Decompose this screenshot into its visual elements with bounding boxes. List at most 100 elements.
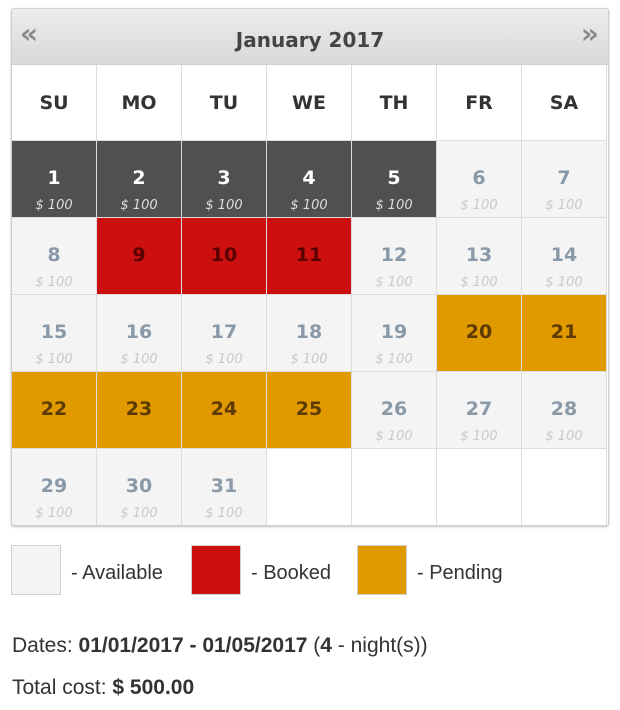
day-number: 11	[295, 244, 323, 266]
day-number: 19	[380, 321, 408, 343]
day-number: 29	[40, 475, 68, 497]
calendar-grid: SU MO TU WE TH FR SA 1 $ 100 2 $ 100 3 $ 100 4 $ 100 5 $…	[12, 65, 608, 525]
day-cell-10: 10	[182, 218, 267, 295]
weekday-header-we: WE	[267, 65, 352, 141]
day-cell-20: 20	[437, 295, 522, 372]
legend-label-available: - Available	[71, 562, 163, 584]
day-price: $ 100	[460, 198, 498, 213]
day-price: $ 100	[545, 429, 583, 444]
day-cell-30[interactable]: 30 $ 100	[97, 449, 182, 525]
day-cell-13[interactable]: 13 $ 100	[437, 218, 522, 295]
day-number: 27	[465, 398, 493, 420]
day-number: 15	[40, 321, 68, 343]
day-cell-6[interactable]: 6 $ 100	[437, 141, 522, 218]
day-cell-16[interactable]: 16 $ 100	[97, 295, 182, 372]
weekday-header-tu: TU	[182, 65, 267, 141]
day-number: 23	[125, 398, 153, 420]
day-price: $ 100	[35, 198, 73, 213]
day-cell-14[interactable]: 14 $ 100	[522, 218, 607, 295]
day-cell-21: 21	[522, 295, 607, 372]
day-cell-22: 22	[12, 372, 97, 449]
legend-label-booked: - Booked	[251, 562, 332, 584]
weekday-header-mo: MO	[97, 65, 182, 141]
day-number: 22	[40, 398, 68, 420]
day-number: 25	[295, 398, 323, 420]
next-month-icon[interactable]: »	[580, 17, 599, 50]
day-price: $ 100	[375, 352, 413, 367]
day-price: $ 100	[35, 506, 73, 521]
day-cell-8[interactable]: 8 $ 100	[12, 218, 97, 295]
day-cell-29[interactable]: 29 $ 100	[12, 449, 97, 525]
day-number: 7	[557, 167, 571, 189]
legend-swatch-booked	[191, 545, 241, 595]
day-number: 21	[550, 321, 578, 343]
day-cell-28[interactable]: 28 $ 100	[522, 372, 607, 449]
day-cell-3[interactable]: 3 $ 100	[182, 141, 267, 218]
day-price: $ 100	[545, 198, 583, 213]
empty-day-cell	[267, 449, 352, 525]
day-cell-15[interactable]: 15 $ 100	[12, 295, 97, 372]
cost-value: $ 500.00	[112, 676, 195, 699]
day-price: $ 100	[120, 198, 158, 213]
day-price: $ 100	[35, 352, 73, 367]
day-price: $ 100	[290, 352, 328, 367]
day-price: $ 100	[120, 506, 158, 521]
day-cell-11: 11	[267, 218, 352, 295]
day-cell-31[interactable]: 31 $ 100	[182, 449, 267, 525]
day-number: 28	[550, 398, 578, 420]
booking-calendar: « January 2017 » SU MO TU WE TH FR SA 1 $ 100 2 $ …	[11, 8, 609, 526]
weekday-header-su: SU	[12, 65, 97, 141]
previous-month-icon[interactable]: «	[20, 17, 38, 50]
day-price: $ 100	[290, 198, 328, 213]
day-cell-4[interactable]: 4 $ 100	[267, 141, 352, 218]
day-cell-7[interactable]: 7 $ 100	[522, 141, 607, 218]
day-price: $ 100	[375, 429, 413, 444]
nights-count: 4	[320, 634, 332, 657]
day-number: 1	[47, 167, 61, 189]
cost-summary: Total cost: $ 500.00	[12, 676, 194, 700]
legend-swatch-available	[11, 545, 61, 595]
day-number: 6	[472, 167, 486, 189]
day-number: 20	[465, 321, 493, 343]
calendar-header: « January 2017 »	[12, 9, 608, 65]
date-to: 01/05/2017	[202, 634, 308, 657]
day-number: 5	[387, 167, 401, 189]
day-number: 4	[302, 167, 316, 189]
day-cell-9: 9	[97, 218, 182, 295]
empty-day-cell	[352, 449, 437, 525]
day-price: $ 100	[545, 275, 583, 290]
day-number: 3	[217, 167, 231, 189]
day-cell-19[interactable]: 19 $ 100	[352, 295, 437, 372]
day-price: $ 100	[35, 275, 73, 290]
weekday-header-fr: FR	[437, 65, 522, 141]
day-price: $ 100	[120, 352, 158, 367]
day-number: 12	[380, 244, 408, 266]
day-cell-26[interactable]: 26 $ 100	[352, 372, 437, 449]
month-title: January 2017	[235, 28, 385, 52]
day-cell-18[interactable]: 18 $ 100	[267, 295, 352, 372]
paren-open: (	[307, 634, 321, 657]
date-from: 01/01/2017	[78, 634, 184, 657]
day-cell-27[interactable]: 27 $ 100	[437, 372, 522, 449]
day-number: 30	[125, 475, 153, 497]
day-cell-1[interactable]: 1 $ 100	[12, 141, 97, 218]
date-separator: -	[183, 634, 203, 657]
day-cell-17[interactable]: 17 $ 100	[182, 295, 267, 372]
day-number: 26	[380, 398, 408, 420]
day-cell-25: 25	[267, 372, 352, 449]
dates-summary: Dates: 01/01/2017 - 01/05/2017 (4 - nigh…	[12, 634, 428, 658]
legend-label-pending: - Pending	[417, 562, 503, 584]
day-price: $ 100	[205, 506, 243, 521]
dates-label: Dates:	[12, 634, 73, 657]
day-price: $ 100	[205, 198, 243, 213]
day-price: $ 100	[375, 275, 413, 290]
day-number: 8	[47, 244, 61, 266]
day-number: 31	[210, 475, 238, 497]
day-cell-12[interactable]: 12 $ 100	[352, 218, 437, 295]
nights-label: - night(s))	[331, 634, 428, 657]
day-cell-2[interactable]: 2 $ 100	[97, 141, 182, 218]
day-price: $ 100	[205, 352, 243, 367]
day-number: 2	[132, 167, 146, 189]
day-number: 24	[210, 398, 238, 420]
day-cell-5[interactable]: 5 $ 100	[352, 141, 437, 218]
